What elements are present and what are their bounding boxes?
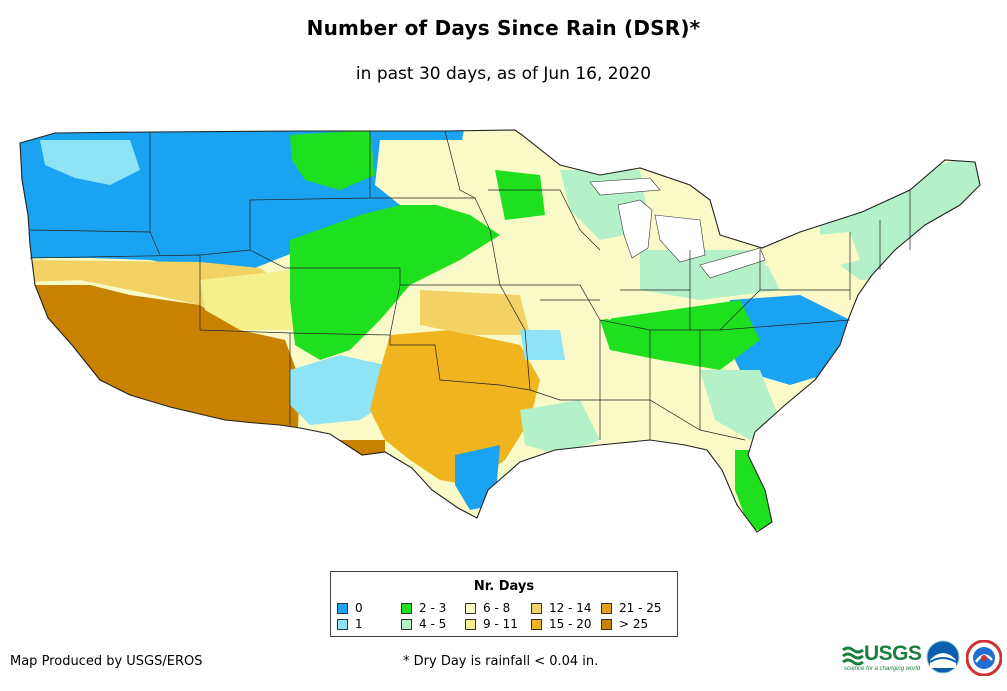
us-dsr-map xyxy=(0,110,1007,550)
map-title: Number of Days Since Rain (DSR)* xyxy=(306,16,701,40)
dsr-color-regions xyxy=(20,130,980,530)
legend-swatch xyxy=(401,602,412,614)
legend-label: 15 - 20 xyxy=(549,617,592,631)
legend-swatch xyxy=(531,602,542,614)
legend-item: 1 xyxy=(337,616,401,632)
dry-day-footnote: * Dry Day is rainfall < 0.04 in. xyxy=(403,654,599,669)
legend-label: 1 xyxy=(355,617,363,631)
legend-label: 4 - 5 xyxy=(419,617,447,631)
legend-label: > 25 xyxy=(619,617,649,631)
legend-item: 6 - 8 xyxy=(465,600,531,616)
noaa-logo-icon xyxy=(926,640,960,674)
legend-label: 9 - 11 xyxy=(483,617,518,631)
legend-box: Nr. Days 0 1 2 - 3 4 - 5 6 - 8 9 - 11 12… xyxy=(330,571,678,637)
legend-swatch xyxy=(531,618,542,630)
usgs-tagline: science for a changing world xyxy=(844,666,921,672)
legend-swatch xyxy=(601,602,612,614)
legend-item: 15 - 20 xyxy=(531,616,601,632)
legend-swatch xyxy=(601,618,612,630)
usgs-wave-icon xyxy=(842,646,864,666)
legend-swatch xyxy=(465,618,476,630)
legend-item: 0 xyxy=(337,600,401,616)
map-subtitle: in past 30 days, as of Jun 16, 2020 xyxy=(355,64,652,84)
legend-item: 4 - 5 xyxy=(401,616,465,632)
legend-grid: 0 1 2 - 3 4 - 5 6 - 8 9 - 11 12 - 14 15 … xyxy=(337,600,673,632)
nws-logo-icon xyxy=(966,640,1002,676)
legend-item: > 25 xyxy=(601,616,667,632)
state-boundaries xyxy=(29,130,911,441)
usgs-logo: USGS xyxy=(864,642,922,665)
legend-swatch xyxy=(337,618,348,630)
legend-label: 21 - 25 xyxy=(619,601,662,615)
legend-label: 0 xyxy=(355,601,363,615)
legend-item: 9 - 11 xyxy=(465,616,531,632)
legend-title: Nr. Days xyxy=(473,579,535,594)
agency-logos: USGS science for a changing world xyxy=(842,640,1004,680)
map-credit: Map Produced by USGS/EROS xyxy=(10,654,203,669)
legend-swatch xyxy=(337,602,348,614)
legend-label: 6 - 8 xyxy=(483,601,511,615)
legend-label: 2 - 3 xyxy=(419,601,447,615)
legend-item: 12 - 14 xyxy=(531,600,601,616)
legend-swatch xyxy=(465,602,476,614)
legend-item: 21 - 25 xyxy=(601,600,667,616)
legend-item: 2 - 3 xyxy=(401,600,465,616)
legend-swatch xyxy=(401,618,412,630)
legend-label: 12 - 14 xyxy=(549,601,592,615)
